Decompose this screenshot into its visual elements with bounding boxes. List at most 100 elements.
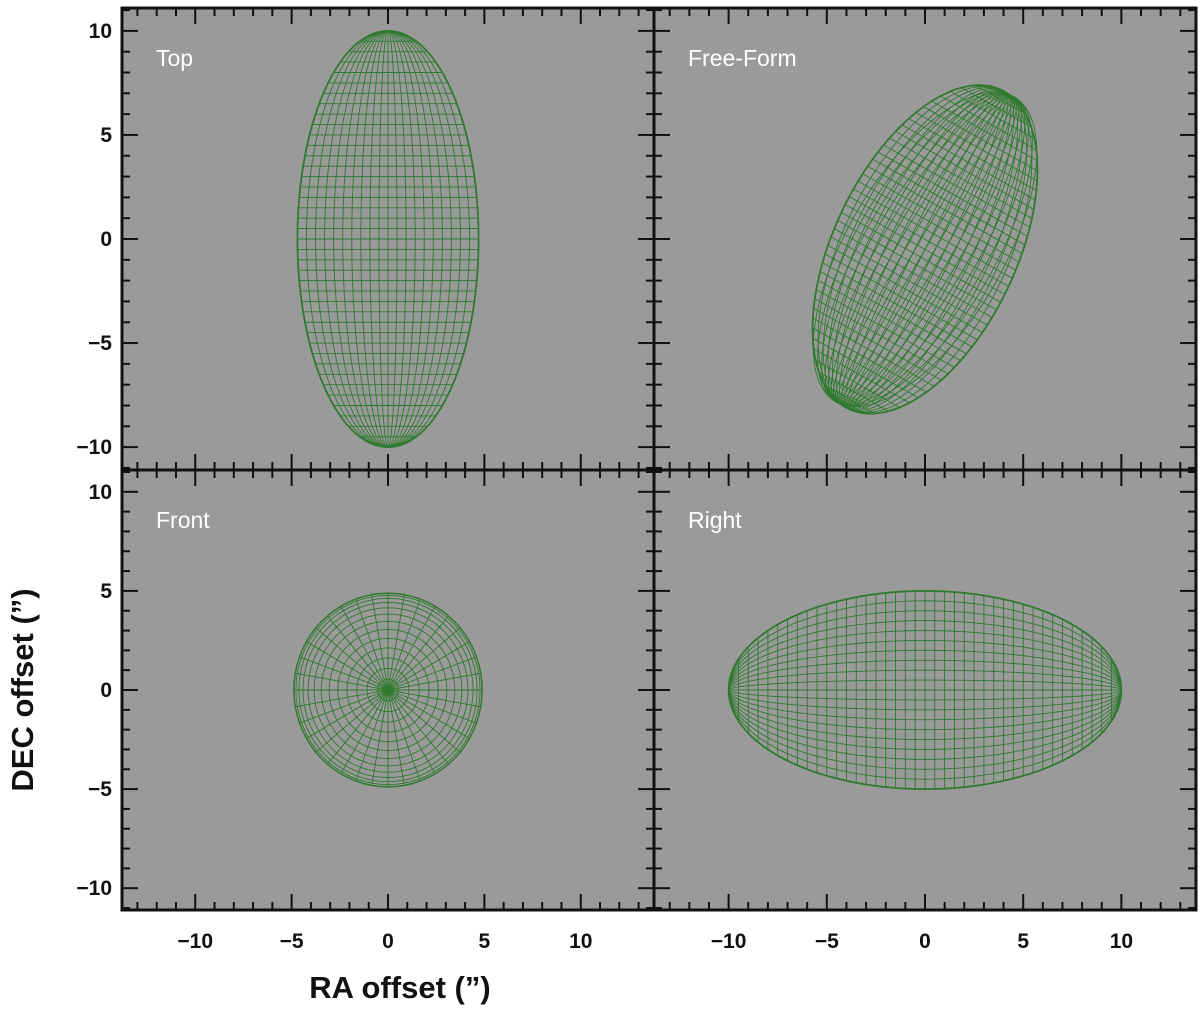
mesh-longitude bbox=[306, 30, 389, 448]
panel-front: Front bbox=[120, 468, 656, 912]
y-tick-label: −10 bbox=[76, 877, 112, 900]
mesh-longitude bbox=[845, 91, 1028, 412]
mesh-spoke bbox=[387, 689, 482, 708]
ellipsoid-mesh bbox=[293, 592, 483, 788]
mesh-longitude bbox=[387, 30, 461, 448]
mesh-spoke bbox=[305, 689, 389, 739]
mesh-spoke bbox=[387, 627, 461, 691]
mesh-longitude bbox=[315, 30, 389, 448]
mesh-longitude bbox=[387, 30, 425, 448]
y-tick-label: 0 bbox=[100, 679, 112, 702]
mesh-spoke bbox=[371, 689, 389, 786]
mesh-longitude bbox=[324, 30, 389, 448]
mesh-longitude bbox=[845, 91, 1019, 411]
mesh-longitude bbox=[387, 30, 470, 448]
mesh-spoke bbox=[387, 689, 436, 775]
mesh-spoke bbox=[294, 689, 389, 708]
mesh-longitude bbox=[369, 30, 389, 448]
panel-label-right: Right bbox=[688, 507, 742, 533]
x-tick-label: −5 bbox=[815, 930, 839, 953]
y-tick-label: 0 bbox=[100, 228, 112, 251]
mesh-longitude bbox=[728, 600, 1122, 691]
mesh-longitude bbox=[728, 669, 1122, 691]
ellipsoid-mesh bbox=[296, 29, 480, 449]
mesh-spoke bbox=[315, 689, 389, 753]
mesh-spoke bbox=[340, 605, 389, 691]
mesh-spoke bbox=[299, 689, 389, 724]
x-tick-label: 5 bbox=[1017, 930, 1029, 953]
mesh-spoke bbox=[387, 656, 477, 691]
mesh-spoke bbox=[315, 627, 389, 691]
mesh-longitude bbox=[728, 689, 1122, 780]
mesh-longitude-back bbox=[836, 96, 1016, 403]
ellipsoid-outline bbox=[811, 84, 1039, 415]
mesh-longitude bbox=[387, 30, 443, 448]
panel-label-top: Top bbox=[156, 45, 193, 71]
y-tick-labels: −10 −5 0 5 10 −10 −5 0 5 10 bbox=[76, 20, 112, 900]
mesh-longitude-back bbox=[828, 94, 1015, 403]
x-tick-label: 0 bbox=[382, 930, 394, 953]
mesh-spoke bbox=[387, 689, 405, 786]
mesh-longitude-back bbox=[835, 96, 1038, 408]
mesh-longitude bbox=[728, 689, 1122, 701]
mesh-spoke bbox=[387, 689, 477, 724]
x-axis-title: RA offset (”) bbox=[309, 970, 490, 1005]
mesh-longitude bbox=[845, 91, 1006, 408]
mesh-longitude bbox=[822, 86, 1005, 408]
mesh-longitude-back bbox=[835, 96, 1015, 403]
mesh-longitude bbox=[351, 30, 389, 448]
mesh-longitude-back bbox=[835, 96, 1022, 404]
panel-right: Right bbox=[652, 468, 1198, 912]
y-tick-label: 5 bbox=[100, 124, 112, 147]
mesh-spoke bbox=[355, 689, 389, 782]
x-tick-label: −10 bbox=[177, 930, 213, 953]
mesh-longitude-back bbox=[835, 96, 1026, 405]
mesh-longitude bbox=[844, 90, 1005, 408]
ellipsoid-outline bbox=[296, 29, 480, 449]
mesh-longitude bbox=[831, 88, 1005, 408]
mesh-longitude bbox=[728, 689, 1122, 770]
mesh-longitude-back bbox=[834, 96, 1014, 403]
mesh-longitude bbox=[827, 87, 1005, 408]
mesh-longitude bbox=[728, 659, 1122, 691]
mesh-longitude bbox=[817, 85, 1005, 408]
mesh-longitude-back bbox=[821, 93, 1015, 403]
mesh-longitude bbox=[387, 30, 434, 448]
panel-label-oblique: Free-Form bbox=[688, 45, 797, 71]
mesh-longitude-back bbox=[835, 96, 1014, 403]
mesh-spoke bbox=[387, 594, 405, 691]
x-tick-label: 5 bbox=[479, 930, 491, 953]
mesh-longitude bbox=[728, 610, 1122, 691]
y-tick-label: 5 bbox=[100, 580, 112, 603]
x-tick-label: 0 bbox=[919, 930, 931, 953]
mesh-spoke bbox=[387, 689, 471, 739]
y-tick-label: −5 bbox=[88, 778, 112, 801]
y-tick-label: −10 bbox=[76, 436, 112, 459]
mesh-longitude bbox=[728, 649, 1122, 691]
mesh-longitude bbox=[360, 30, 389, 448]
mesh-longitude-back bbox=[817, 92, 1015, 403]
mesh-spoke bbox=[340, 689, 389, 775]
mesh-longitude-back bbox=[832, 95, 1015, 403]
panel-top: Top bbox=[120, 6, 656, 472]
mesh-longitude bbox=[728, 689, 1122, 721]
ellipsoid-outline bbox=[727, 589, 1123, 791]
mesh-longitude bbox=[387, 30, 416, 448]
mesh-longitude-back bbox=[835, 96, 1029, 406]
x-tick-label: 10 bbox=[569, 930, 592, 953]
mesh-longitude bbox=[342, 30, 389, 448]
mesh-longitude bbox=[728, 689, 1122, 741]
mesh-longitude bbox=[845, 91, 1023, 411]
mesh-longitude bbox=[728, 689, 1122, 711]
mesh-spoke bbox=[387, 641, 471, 691]
mesh-spoke bbox=[387, 689, 421, 782]
mesh-spoke bbox=[387, 689, 461, 753]
y-axis-title: DEC offset (”) bbox=[5, 588, 40, 791]
x-tick-label: 10 bbox=[1110, 930, 1133, 953]
mesh-longitude bbox=[728, 630, 1122, 691]
y-tick-label: −5 bbox=[88, 332, 112, 355]
mesh-spoke bbox=[387, 672, 482, 691]
mesh-longitude bbox=[728, 689, 1122, 760]
mesh-spoke bbox=[355, 598, 389, 691]
mesh-spoke bbox=[387, 598, 421, 691]
